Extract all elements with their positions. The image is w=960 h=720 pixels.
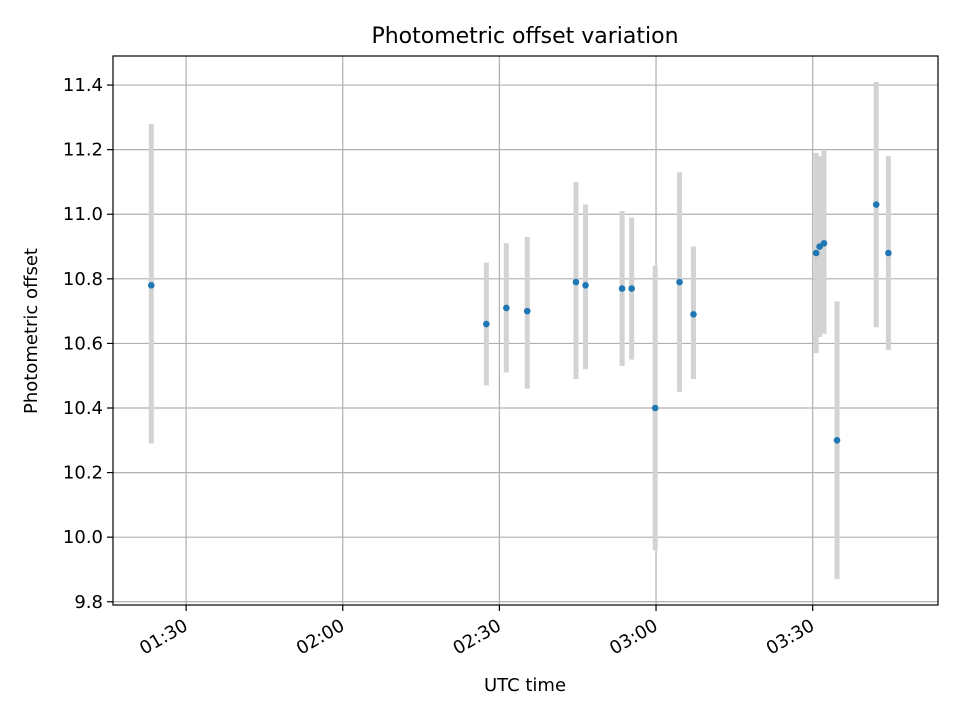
data-point (582, 281, 589, 289)
data-point (872, 201, 880, 208)
data-point (523, 307, 531, 315)
data-point (885, 249, 892, 257)
data-points (147, 201, 892, 444)
x-axis: 01:30 02:00 02:30 03:00 03:30 (136, 605, 818, 659)
y-tick-label: 10.0 (63, 527, 103, 548)
data-point (628, 285, 635, 292)
y-tick-label: 10.6 (63, 333, 103, 354)
data-point (812, 249, 820, 257)
x-tick-label: 03:00 (606, 615, 661, 659)
y-axis: 9.8 10.0 10.2 10.4 10.6 10.8 11.0 11.2 11.4 (63, 75, 113, 613)
data-point (483, 320, 490, 328)
data-point (690, 311, 697, 318)
data-point (572, 278, 580, 286)
y-tick-label: 11.0 (63, 204, 103, 225)
x-tick-label: 03:30 (763, 615, 818, 659)
data-point (147, 281, 155, 289)
x-tick-label: 02:00 (293, 615, 348, 659)
x-tick-label: 01:30 (136, 615, 191, 659)
data-point (833, 437, 841, 444)
x-tick-label: 02:30 (449, 615, 504, 659)
error-bars (148, 81, 891, 580)
grid (113, 56, 938, 605)
y-tick-label: 10.2 (63, 463, 103, 484)
data-point (503, 304, 510, 312)
x-axis-label: UTC time (484, 675, 566, 696)
y-tick-label: 11.4 (63, 75, 103, 96)
y-tick-label: 10.4 (63, 398, 103, 419)
data-point (618, 285, 626, 292)
data-point (820, 240, 828, 247)
y-tick-label: 11.2 (63, 140, 103, 161)
chart-title: Photometric offset variation (371, 24, 678, 49)
y-tick-label: 9.8 (74, 592, 103, 613)
data-point (676, 278, 683, 286)
y-axis-label: Photometric offset (21, 248, 42, 414)
data-point (651, 404, 659, 412)
plot-frame (112, 55, 939, 606)
y-tick-label: 10.8 (63, 269, 103, 290)
